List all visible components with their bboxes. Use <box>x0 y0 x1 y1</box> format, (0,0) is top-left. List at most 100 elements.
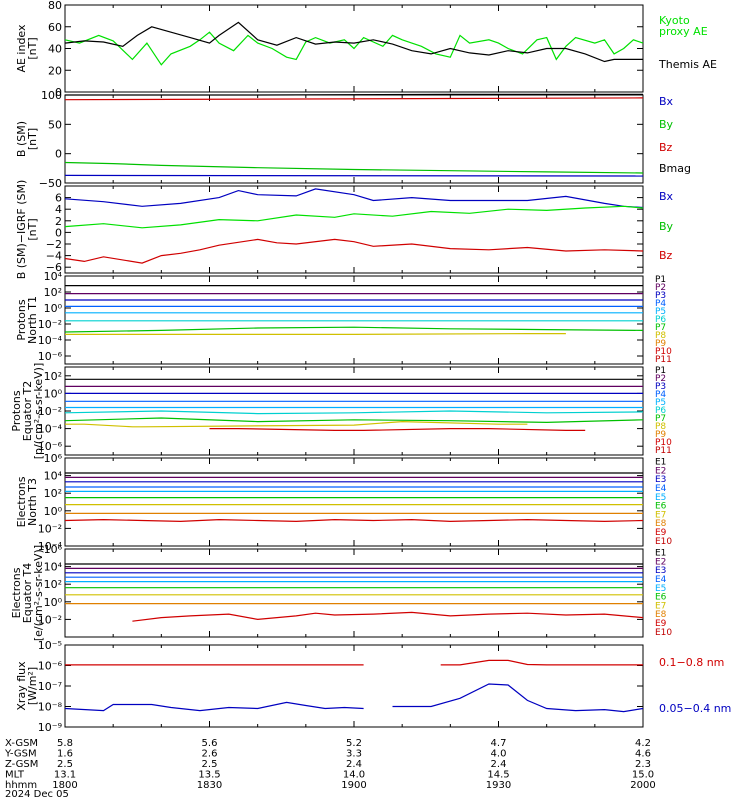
legend-label: P4 <box>655 390 666 400</box>
y-tick-label: −50 <box>39 177 62 190</box>
ephemeris-value: 4.0 <box>491 749 507 760</box>
y-axis-label: Protons <box>15 299 28 340</box>
ephemeris-value: 2.3 <box>635 759 651 770</box>
y-tick-label: 2 <box>55 215 62 228</box>
y-axis-label: [p/(cm²-s-sr-keV)] <box>32 363 45 460</box>
y-tick-label: 10⁰ <box>44 387 63 400</box>
legend-label: proxy AE <box>659 25 708 38</box>
y-tick-label: 10⁰ <box>44 505 63 518</box>
y-tick-label: 10² <box>44 286 62 299</box>
y-tick-label: −6 <box>46 261 62 274</box>
y-axis-label: [nT] <box>26 128 39 150</box>
y-tick-label: 10⁴ <box>44 470 63 483</box>
legend-label: P8 <box>655 331 666 341</box>
y-tick-label: 10⁻⁶ <box>38 350 63 363</box>
ephemeris-value: 2.4 <box>491 759 507 770</box>
legend-label: E4 <box>655 575 667 585</box>
panel-b: −50 0 50 100 B (SM)[nT] Bx By Bz Bmag <box>15 89 691 190</box>
y-tick-label: 10⁴ <box>44 270 63 283</box>
legend-label: P2 <box>655 283 666 293</box>
y-tick-label: 10⁻⁴ <box>38 334 63 347</box>
y-axis-label: [nT] <box>26 37 39 59</box>
y-tick-label: −4 <box>46 250 62 263</box>
series-line-p7 <box>64 417 644 424</box>
y-axis-label: Protons <box>10 390 23 431</box>
ephemeris-value: 2.4 <box>346 759 362 770</box>
panel-frame <box>64 644 644 728</box>
legend-label: E9 <box>655 528 667 538</box>
y-tick-label: 10⁻² <box>38 318 62 331</box>
legend-label: P8 <box>655 422 666 432</box>
ephemeris-value: 4.7 <box>491 738 507 749</box>
legend-label: P1 <box>655 366 666 376</box>
y-tick-label: 10⁴ <box>44 561 63 574</box>
series-line-bmag <box>65 93 643 96</box>
y-tick-label: 10⁻⁴ <box>38 423 63 436</box>
y-tick-label: 20 <box>48 64 62 77</box>
y-tick-label: 10⁰ <box>44 302 63 315</box>
legend-label: E6 <box>655 502 667 512</box>
legend-label: Bz <box>659 141 673 154</box>
legend-label: P1 <box>655 275 666 285</box>
legend-label: P9 <box>655 430 666 440</box>
legend-label: E1 <box>655 458 666 468</box>
y-tick-label: 4 <box>55 203 62 216</box>
ephemeris-value: 1900 <box>341 780 366 791</box>
panel-frame <box>64 457 644 547</box>
panel-frame <box>64 548 644 638</box>
panel-frame <box>64 275 644 365</box>
y-tick-label: −2 <box>46 238 62 251</box>
series-line-themis-ae <box>64 21 643 63</box>
legend-label: P10 <box>655 347 672 357</box>
y-axis-label: [e/(cm²-s-sr-keV)] <box>32 545 45 641</box>
y-axis-label: North T3 <box>26 478 39 526</box>
y-axis-label: B (SM)−IGRF (SM) <box>15 180 28 280</box>
ephemeris-row-label: X-GSM <box>5 738 38 749</box>
ephemeris-value: 15.0 <box>632 770 654 781</box>
y-tick-label: 10⁻² <box>38 522 62 535</box>
y-axis-label: AE index <box>15 24 28 73</box>
y-axis-label: Electrons <box>10 567 23 618</box>
y-axis-label: [nT] <box>26 218 39 240</box>
legend-label: P5 <box>655 398 666 408</box>
y-tick-label: 10² <box>44 370 62 383</box>
y-tick-label: 10⁻⁴ <box>38 540 63 553</box>
legend-label: E1 <box>655 549 666 559</box>
legend-label: Themis AE <box>658 58 717 71</box>
legend-label: P2 <box>655 374 666 384</box>
y-tick-label: 0 <box>55 226 62 239</box>
ephemeris-row-label: Y-GSM <box>4 749 37 760</box>
series-line-p10 <box>209 428 586 431</box>
series-line-p8 <box>65 420 528 428</box>
y-axis-label: Electrons <box>15 476 28 527</box>
y-tick-label: 10² <box>44 487 62 500</box>
legend-label: P4 <box>655 299 666 309</box>
y-tick-label: 10⁰ <box>44 596 63 609</box>
y-axis-label: Equator T4 <box>21 563 34 623</box>
ephemeris-value: 4.6 <box>635 749 651 760</box>
ephemeris-value: 4.2 <box>635 738 651 749</box>
series-line-0-1-0-8-nm <box>65 659 643 666</box>
series-line-e9 <box>64 518 644 523</box>
legend-label: P6 <box>655 406 666 416</box>
y-axis-label: B (SM) <box>15 121 28 157</box>
y-tick-label: 10⁻⁷ <box>38 680 62 693</box>
legend-label: Kyoto <box>659 14 690 27</box>
series-line-p6 <box>64 410 644 415</box>
legend-label: E2 <box>655 557 666 567</box>
ephemeris-value: 1930 <box>486 780 511 791</box>
y-tick-label: 10⁻² <box>38 405 62 418</box>
y-axis-label: Equator T2 <box>21 381 34 441</box>
ephemeris-value: 14.0 <box>343 770 365 781</box>
y-axis-label: [W/m²] <box>26 667 39 705</box>
legend-label: E7 <box>655 510 666 520</box>
ephemeris-value: 14.5 <box>487 770 509 781</box>
ephemeris-value: 5.2 <box>346 738 362 749</box>
legend-label: 0.1−0.8 nm <box>659 656 724 669</box>
legend-label: E3 <box>655 475 666 485</box>
series-line-bx <box>64 174 644 177</box>
